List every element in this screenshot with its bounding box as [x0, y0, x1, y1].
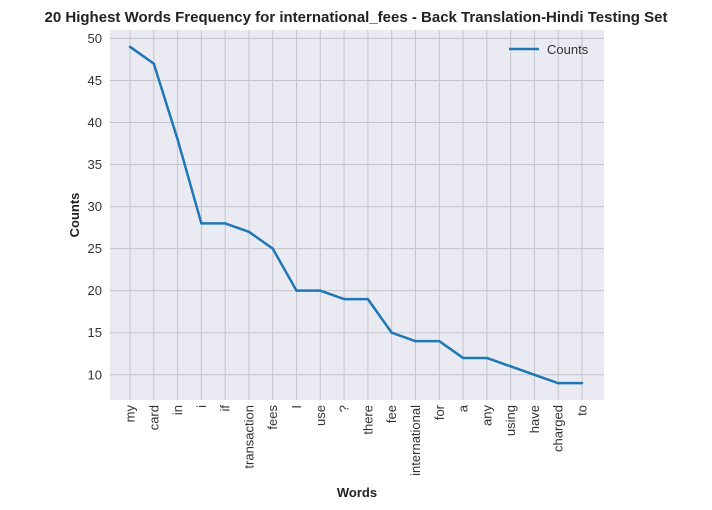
data-point: [271, 247, 274, 250]
series-layer: [128, 45, 584, 385]
data-point: [461, 356, 465, 360]
x-axis-label: Words: [337, 485, 377, 500]
data-point: [295, 289, 298, 292]
y-tick-label: 10: [88, 367, 102, 382]
data-point: [366, 297, 370, 301]
y-tick-label: 45: [88, 73, 102, 88]
data-point: [247, 230, 251, 234]
x-tick-label: using: [503, 405, 518, 436]
x-tick-label: i: [194, 405, 209, 408]
y-axis-label: Counts: [67, 193, 82, 238]
data-point: [580, 381, 584, 385]
chart-title: 20 Highest Words Frequency for internati…: [45, 9, 668, 26]
data-point: [128, 45, 132, 49]
legend-label: Counts: [547, 42, 589, 57]
data-point: [223, 222, 227, 225]
x-tick-label: there: [360, 405, 375, 435]
data-point: [414, 339, 417, 343]
x-tick-label: to: [575, 405, 590, 416]
x-tick-label: for: [432, 404, 447, 420]
data-point: [176, 138, 179, 141]
plot-area: [110, 30, 604, 400]
y-tick-label: 30: [88, 199, 102, 214]
data-point: [319, 289, 322, 292]
x-tick-label: card: [146, 405, 161, 430]
y-tick-label: 35: [88, 157, 102, 172]
y-tick-label: 40: [88, 115, 102, 130]
x-tick-label: any: [479, 405, 494, 426]
data-point: [390, 331, 393, 334]
x-tick-label: charged: [551, 405, 566, 452]
x-tick-label: I: [289, 405, 304, 409]
data-point: [485, 356, 489, 360]
y-tick-label: 50: [88, 31, 102, 46]
x-tick-label: have: [527, 405, 542, 433]
grid: [110, 30, 604, 400]
data-point: [556, 381, 560, 385]
y-tick-label: 25: [88, 241, 102, 256]
y-tick-label: 20: [88, 283, 102, 298]
data-point: [438, 339, 441, 343]
legend: Counts: [509, 42, 589, 57]
x-tick-label: use: [313, 405, 328, 426]
x-tick-label: transaction: [241, 405, 256, 469]
x-tick-label: if: [218, 405, 233, 412]
x-tick-label: international: [408, 405, 423, 476]
x-tick-label: fees: [265, 405, 280, 430]
data-point: [152, 62, 156, 65]
data-point: [200, 222, 203, 225]
x-tick-label: in: [170, 405, 185, 415]
x-tick-label: ?: [337, 405, 352, 412]
series-line: [129, 45, 582, 385]
data-point: [342, 297, 346, 301]
x-tick-label: fee: [384, 405, 399, 423]
x-tick-label: a: [456, 404, 471, 412]
y-axis-ticks: 10 15 20 25 30 35 40 45 50: [88, 31, 102, 382]
x-tick-label: my: [123, 405, 138, 423]
data-point: [533, 373, 536, 377]
data-point: [509, 365, 512, 368]
y-tick-label: 15: [88, 325, 102, 340]
